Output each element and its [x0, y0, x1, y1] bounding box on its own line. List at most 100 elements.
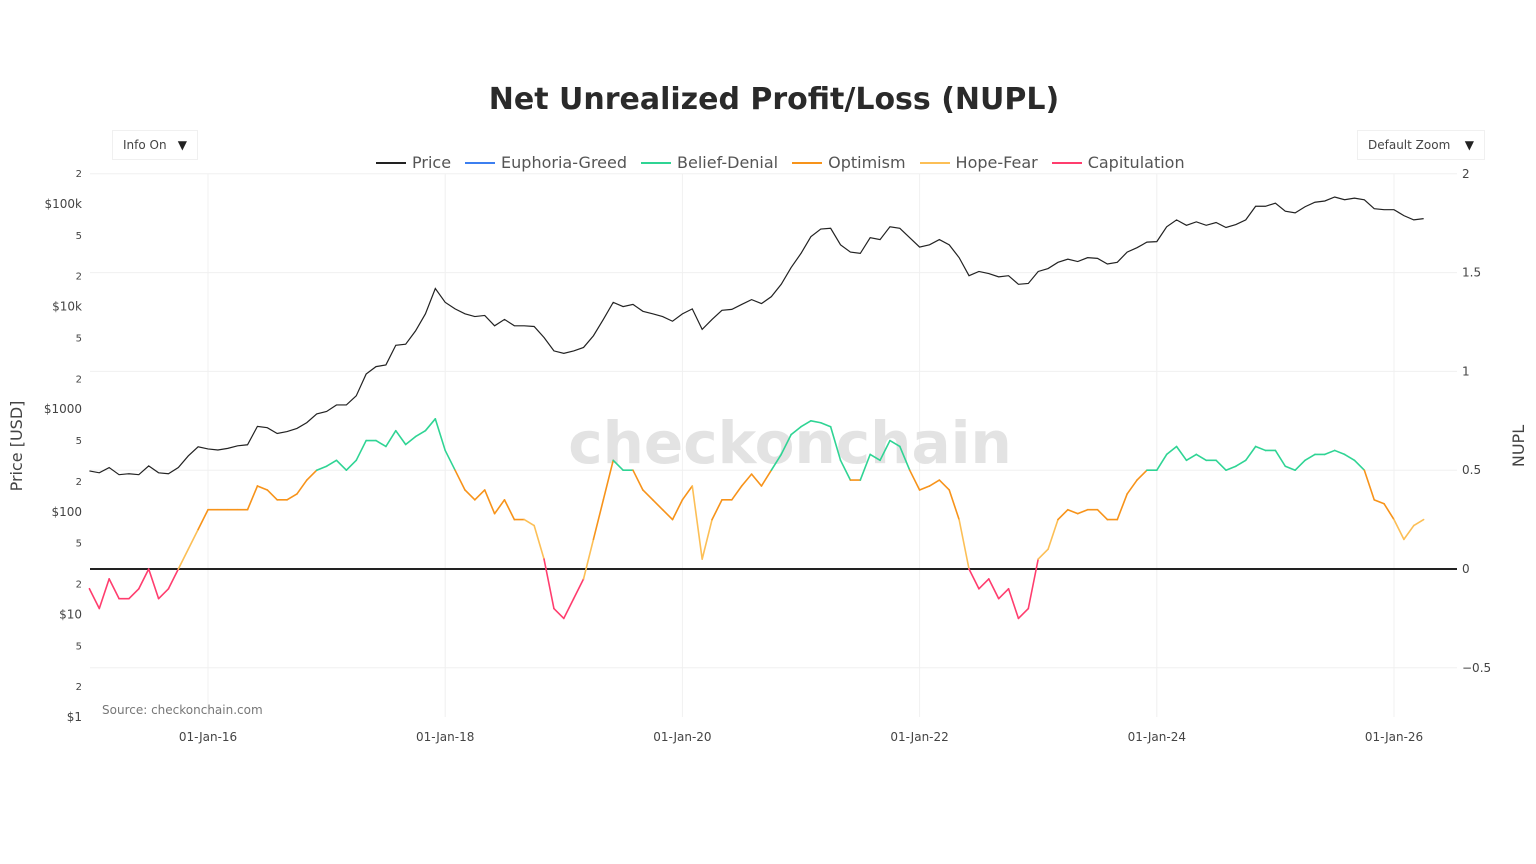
y-left-tick-label: 2 — [76, 477, 82, 488]
y-left-tick-label: 5 — [76, 231, 82, 242]
nupl-segment — [1185, 453, 1198, 462]
nupl-segment — [681, 485, 694, 501]
legend-label: Belief-Denial — [677, 153, 779, 172]
legend-label: Price — [412, 153, 452, 172]
legend-swatch — [792, 161, 823, 164]
legend-label: Euphoria-Greed — [501, 153, 628, 172]
nupl-segment — [780, 433, 792, 456]
zoom-dropdown[interactable]: Default Zoom ▼ — [1357, 130, 1485, 160]
nupl-segment — [770, 453, 783, 472]
nupl-segment — [1195, 453, 1208, 462]
watermark: checkonchain — [568, 409, 1012, 477]
x-tick-label: 01-Jan-24 — [1128, 730, 1186, 744]
nupl-segment — [1343, 453, 1356, 462]
nupl-segment — [1017, 607, 1030, 620]
price-line — [89, 196, 1424, 476]
nupl-segment — [553, 607, 565, 620]
nupl-segment — [642, 489, 654, 501]
legend-item-optimism[interactable]: Optimism — [792, 153, 906, 172]
nupl-segment — [839, 459, 852, 481]
info-toggle-dropdown[interactable]: Info On ▼ — [112, 130, 198, 160]
nupl-segment — [1403, 524, 1415, 541]
nupl-segment — [1244, 445, 1257, 462]
nupl-segment — [790, 425, 802, 436]
nupl-segment — [266, 489, 278, 501]
y-right-tick-label: 2 — [1462, 167, 1470, 181]
nupl-segment — [197, 508, 209, 531]
x-tick-label: 01-Jan-22 — [890, 730, 948, 744]
y-left-tick-label: 2 — [76, 169, 82, 180]
caret-down-icon: ▼ — [1464, 138, 1474, 152]
chart-title: Net Unrealized Profit/Loss (NUPL) — [488, 82, 1060, 117]
legend-swatch — [1051, 161, 1082, 164]
nupl-segment — [345, 459, 358, 472]
nupl-segment — [1235, 459, 1247, 468]
nupl-segment — [1363, 469, 1376, 501]
nupl-segment — [592, 499, 605, 541]
nupl-segment — [1136, 469, 1148, 481]
nupl-segment — [938, 479, 951, 491]
y-left-tick-label: 5 — [76, 539, 82, 550]
nupl-segment — [908, 469, 921, 491]
nupl-segment — [1294, 459, 1306, 472]
nupl-segment — [1096, 508, 1109, 521]
legend-label: Capitulation — [1087, 153, 1185, 172]
y-left-tick-label: 2 — [76, 580, 82, 591]
legend-item-price[interactable]: Price — [376, 153, 451, 172]
nupl-segment — [899, 445, 911, 472]
nupl-segment — [1373, 499, 1385, 505]
nupl-segment — [98, 578, 110, 610]
nupl-segment — [325, 459, 338, 468]
nupl-segment — [1057, 508, 1069, 521]
legend-label: Hope-Fear — [955, 153, 1038, 172]
nupl-segment — [138, 568, 150, 590]
nupl-segment — [1156, 453, 1168, 472]
y-left-tick-label: $1 — [67, 710, 82, 724]
nupl-segment — [1076, 508, 1089, 515]
y-left-tick-label: $1000 — [44, 402, 82, 416]
nupl-segment — [829, 425, 842, 462]
legend-item-hope-fear[interactable]: Hope-Fear — [919, 153, 1038, 172]
nupl-segment — [1304, 453, 1316, 462]
legend-swatch — [376, 161, 406, 164]
nupl-segment — [602, 459, 615, 501]
nupl-segment — [424, 418, 437, 432]
legend-label: Optimism — [828, 153, 906, 172]
info-toggle-label: Info On — [123, 138, 167, 152]
y-right-tick-label: 0 — [1462, 562, 1470, 576]
nupl-segment — [691, 485, 703, 560]
nupl-segment — [1047, 518, 1059, 551]
nupl-segment — [335, 459, 348, 472]
nupl-segment — [1353, 459, 1366, 472]
nupl-segment — [414, 429, 427, 438]
nupl-segment — [177, 548, 190, 570]
y-axis-left-title: Price [USD] — [7, 401, 26, 492]
legend-swatch — [919, 161, 950, 164]
nupl-segment — [760, 469, 773, 487]
nupl-segment — [651, 499, 664, 511]
legend: Price Euphoria-Greed Belief-Denial Optim… — [376, 153, 1185, 172]
nupl-segment — [1383, 502, 1395, 521]
nupl-segment — [147, 568, 160, 600]
nupl-segment — [523, 518, 535, 527]
nupl-segment — [918, 485, 931, 491]
nupl-segment — [1254, 445, 1267, 452]
legend-item-euphoria-greed[interactable]: Euphoria-Greed — [465, 153, 627, 172]
nupl-segment — [474, 489, 486, 501]
y-right-tick-label: 0.5 — [1462, 463, 1481, 477]
y-right-tick-label: −0.5 — [1462, 661, 1491, 675]
nupl-segment — [167, 568, 180, 590]
legend-item-belief-denial[interactable]: Belief-Denial — [641, 153, 778, 172]
nupl-segment — [859, 453, 871, 481]
nupl-segment — [187, 528, 199, 551]
nupl-segment — [246, 485, 259, 511]
nupl-segment — [800, 419, 812, 428]
nupl-segment — [444, 449, 456, 472]
nupl-segment — [306, 469, 318, 481]
x-tick-label: 01-Jan-26 — [1365, 730, 1423, 744]
nupl-segment — [731, 485, 743, 501]
legend-item-capitulation[interactable]: Capitulation — [1051, 153, 1185, 172]
y-left-tick-label: 5 — [76, 436, 82, 447]
nupl-segment — [869, 453, 881, 462]
